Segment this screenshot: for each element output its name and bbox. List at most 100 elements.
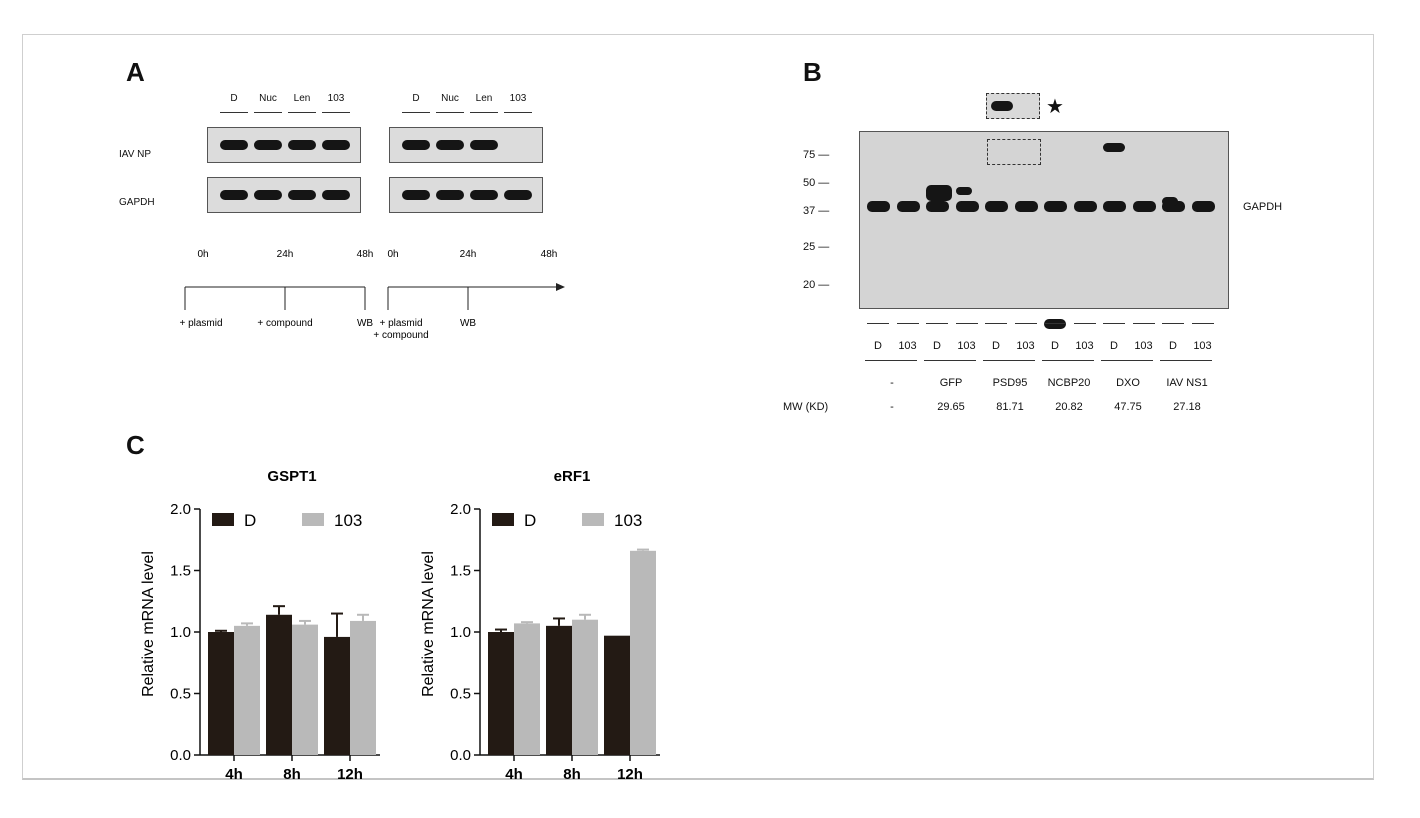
mw-value: 20.82	[1055, 401, 1083, 413]
legend-swatch-d	[492, 513, 514, 526]
mw-value: 29.65	[937, 401, 965, 413]
lane-separator	[955, 323, 978, 324]
step-compound-left: + compound	[257, 318, 312, 329]
gapdh-band	[1132, 201, 1156, 212]
panel-c-label: C	[126, 430, 145, 460]
x-tick-label-4h: 4h	[505, 766, 523, 780]
mw-marker-20: 20 —	[803, 279, 830, 291]
ns1-band	[1162, 197, 1178, 206]
bar-d-4h	[208, 632, 234, 755]
band	[220, 190, 248, 200]
time-48h-right: 48h	[541, 249, 558, 260]
gfp-band-faint	[955, 187, 972, 195]
bar-103-4h	[234, 625, 260, 755]
row-label-gapdh: GAPDH	[119, 197, 155, 208]
step-plasmid-left: + plasmid	[179, 318, 222, 329]
band	[470, 190, 498, 200]
group-label: -	[890, 377, 894, 389]
group-underline	[1160, 360, 1212, 361]
gapdh-band	[1014, 201, 1038, 212]
bar-d-8h	[266, 614, 292, 755]
lane-separator	[1044, 323, 1066, 324]
step-plasmid-compound-right-1: + plasmid	[379, 318, 422, 329]
lane-label-103: 103	[327, 93, 345, 104]
chart-title-gspt1: GSPT1	[267, 468, 316, 485]
lane-separator	[402, 112, 430, 113]
group-underline	[1101, 360, 1153, 361]
gapdh-band	[955, 201, 979, 212]
mw-kd-label: MW (KD)	[783, 401, 829, 413]
lane-label: 103	[1134, 340, 1153, 352]
gapdh-band	[1044, 201, 1067, 212]
gapdh-band	[867, 201, 890, 212]
gapdh-band	[985, 201, 1008, 212]
step-wb-right: WB	[460, 318, 476, 329]
gapdh-label-b: GAPDH	[1243, 201, 1283, 213]
x-tick-label-12h: 12h	[337, 766, 363, 780]
y-tick-label: 1.0	[450, 624, 471, 641]
group-underline	[865, 360, 917, 361]
dxo-band	[1103, 143, 1125, 152]
lane-separator	[436, 112, 464, 113]
x-tick-label-8h: 8h	[283, 766, 301, 780]
lane-separator	[1014, 323, 1037, 324]
group-label: PSD95	[992, 377, 1028, 389]
mw-value: 47.75	[1114, 401, 1142, 413]
band	[470, 140, 498, 150]
lane-label-len: Len	[475, 93, 493, 104]
step-wb-left: WB	[357, 318, 373, 329]
figure-frame: A D Nuc Len 103 D Nuc Len 103 IAV NP GAPDH 0h …	[22, 34, 1374, 780]
bar-103-12h	[350, 620, 376, 755]
mw-marker-50: 50 —	[803, 177, 830, 189]
lane-separator	[254, 112, 282, 113]
lane-label: 103	[957, 340, 976, 352]
x-tick-label-4h: 4h	[225, 766, 243, 780]
bar-d-4h	[488, 632, 514, 755]
time-48h-left: 48h	[357, 249, 374, 260]
y-tick-label: 1.5	[170, 563, 191, 580]
gapdh-band	[1162, 201, 1185, 212]
band	[288, 190, 316, 200]
y-tick-label: 0.5	[170, 686, 191, 703]
mw-marker-75: 75 —	[803, 149, 830, 161]
mw-marker-25: 25 —	[803, 241, 830, 253]
lane-label: 103	[898, 340, 917, 352]
lane-separator	[1191, 323, 1214, 324]
lane-separator	[322, 112, 350, 113]
row-label-iav-np: IAV NP	[119, 149, 152, 160]
group-label: NCBP20	[1047, 377, 1091, 389]
lane-separator	[867, 323, 889, 324]
y-tick-label: 0.5	[450, 686, 471, 703]
band	[322, 140, 350, 150]
band	[436, 190, 464, 200]
lane-separator	[985, 323, 1007, 324]
band	[220, 140, 248, 150]
mw-value: 81.71	[996, 401, 1024, 413]
lane-label: 103	[1016, 340, 1035, 352]
x-tick-label-12h: 12h	[617, 766, 643, 780]
time-0h-left: 0h	[197, 249, 208, 260]
panel-a-left-blot: D Nuc Len 103	[207, 89, 367, 239]
chart-title-erf1: eRF1	[554, 468, 591, 485]
gapdh-band	[896, 201, 920, 212]
bar-d-8h	[546, 625, 572, 755]
band	[436, 140, 464, 150]
gapdh-band	[1103, 201, 1126, 212]
bar-103-4h	[514, 623, 540, 755]
panel-c-charts: GSPT1 0.0 0.5 1.0 1.5 2.0 Relative mRNA level 4…	[140, 468, 660, 780]
band	[254, 190, 282, 200]
legend-label-d: D	[524, 511, 536, 530]
panel-a-label: A	[126, 57, 145, 87]
lane-label-d: D	[412, 93, 420, 104]
lane-label: D	[992, 340, 1000, 352]
lane-separator	[220, 112, 248, 113]
band	[402, 140, 430, 150]
y-axis-label: Relative mRNA level	[140, 551, 157, 697]
gapdh-band	[1191, 201, 1215, 212]
inset-band	[991, 101, 1013, 111]
lane-separator	[896, 323, 919, 324]
lane-label: 103	[1075, 340, 1094, 352]
lane-label-nuc: Nuc	[441, 93, 459, 104]
legend-label-103: 103	[614, 511, 642, 530]
bar-103-12h	[630, 550, 656, 755]
